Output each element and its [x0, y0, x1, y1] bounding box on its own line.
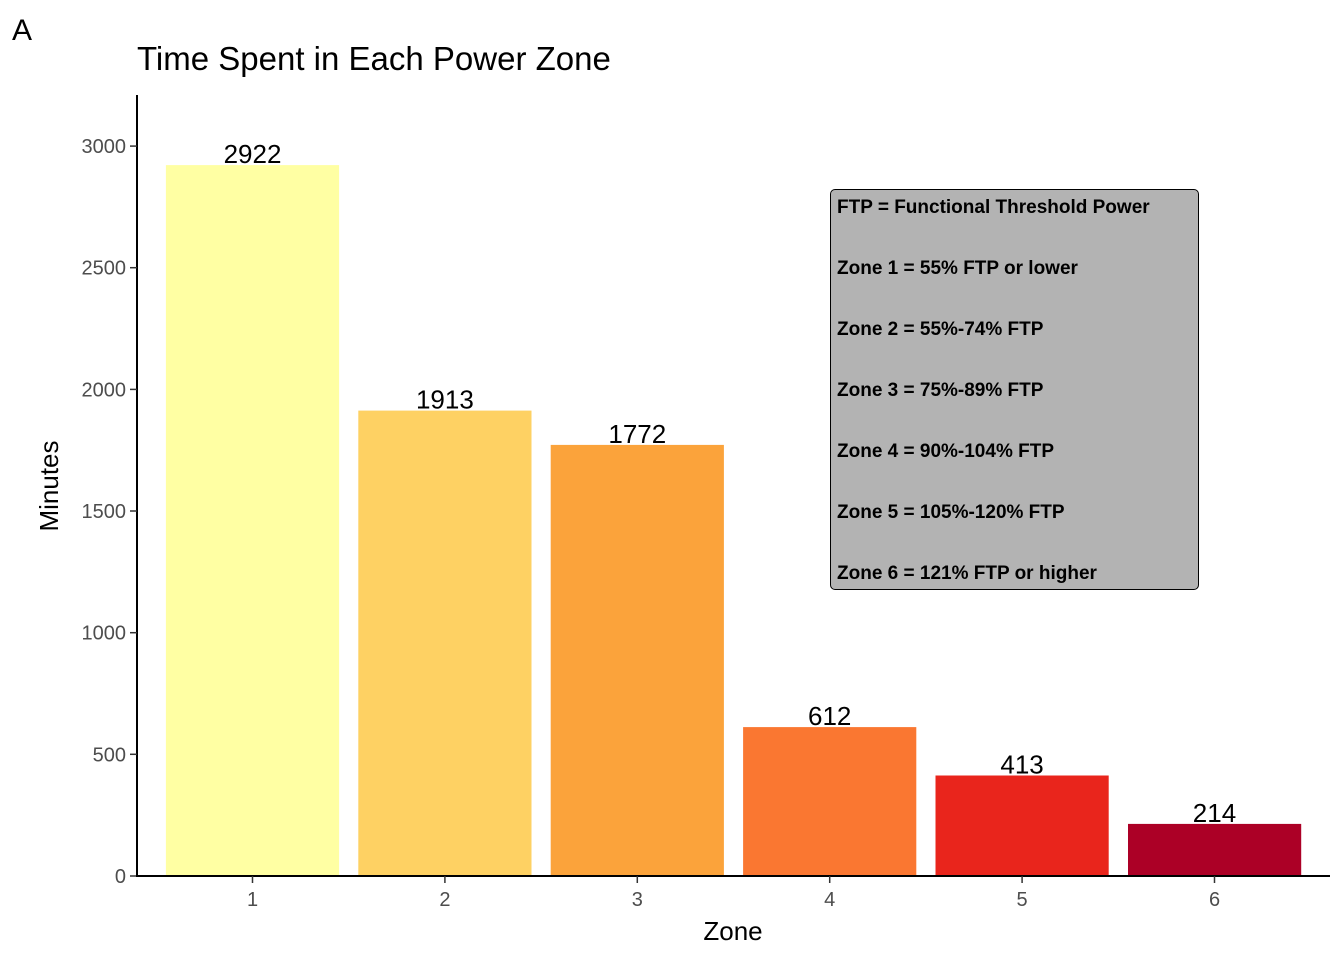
y-tick-label: 3000	[82, 136, 127, 158]
bar-value-label-zone-4: 612	[808, 701, 851, 731]
annotation-line-zone-2: Zone 2 = 55%-74% FTP	[837, 319, 1044, 340]
x-tick-label: 2	[439, 889, 450, 911]
annotation-line-zone-1: Zone 1 = 55% FTP or lower	[837, 258, 1078, 279]
bar-value-label-zone-1: 2922	[224, 139, 282, 169]
y-axis: 0 500 1000 1500 2000 2500 3000	[82, 95, 138, 888]
bars-group	[165, 165, 1302, 877]
bar-value-label-zone-2: 1913	[416, 385, 474, 415]
bar-zone-2	[358, 410, 532, 876]
y-axis-title: Minutes	[34, 440, 64, 531]
annotation-line-zone-5: Zone 5 = 105%-120% FTP	[837, 502, 1065, 523]
x-tick-label: 5	[1017, 889, 1028, 911]
panel-label: A	[12, 14, 33, 47]
annotation-line-zone-4: Zone 4 = 90%-104% FTP	[837, 441, 1054, 462]
x-tick-label: 3	[632, 889, 643, 911]
x-tick-label: 4	[824, 889, 835, 911]
annotation-line-zone-6: Zone 6 = 121% FTP or higher	[837, 563, 1097, 584]
bar-value-label-zone-5: 413	[1000, 750, 1043, 780]
bar-labels-group: 2922 1913 1772 612 413 214	[224, 139, 1237, 828]
annotation-line-zone-3: Zone 3 = 75%-89% FTP	[837, 380, 1044, 401]
annotation-line-ftp: FTP = Functional Threshold Power	[837, 197, 1150, 218]
bar-value-label-zone-6: 214	[1193, 798, 1236, 828]
bar-zone-6	[1128, 823, 1302, 876]
x-tick-label: 6	[1209, 889, 1220, 911]
y-tick-label: 2000	[82, 379, 127, 401]
x-axis-title: Zone	[703, 916, 762, 946]
zone-definitions-box: FTP = Functional Threshold Power Zone 1 …	[830, 189, 1199, 590]
y-tick-label: 1000	[82, 623, 127, 645]
bar-zone-4	[743, 727, 917, 876]
y-tick-label: 2500	[82, 258, 127, 280]
bar-value-label-zone-3: 1772	[608, 419, 666, 449]
bar-zone-5	[935, 775, 1109, 876]
x-axis: 1 2 3 4 5 6	[136, 875, 1330, 911]
y-tick-label: 1500	[82, 501, 127, 523]
y-tick-label: 500	[93, 744, 126, 766]
bar-zone-1	[165, 165, 340, 877]
bar-zone-3	[550, 444, 724, 876]
y-tick-label: 0	[115, 866, 126, 888]
x-tick-label: 1	[247, 889, 258, 911]
chart-title: Time Spent in Each Power Zone	[137, 40, 611, 77]
